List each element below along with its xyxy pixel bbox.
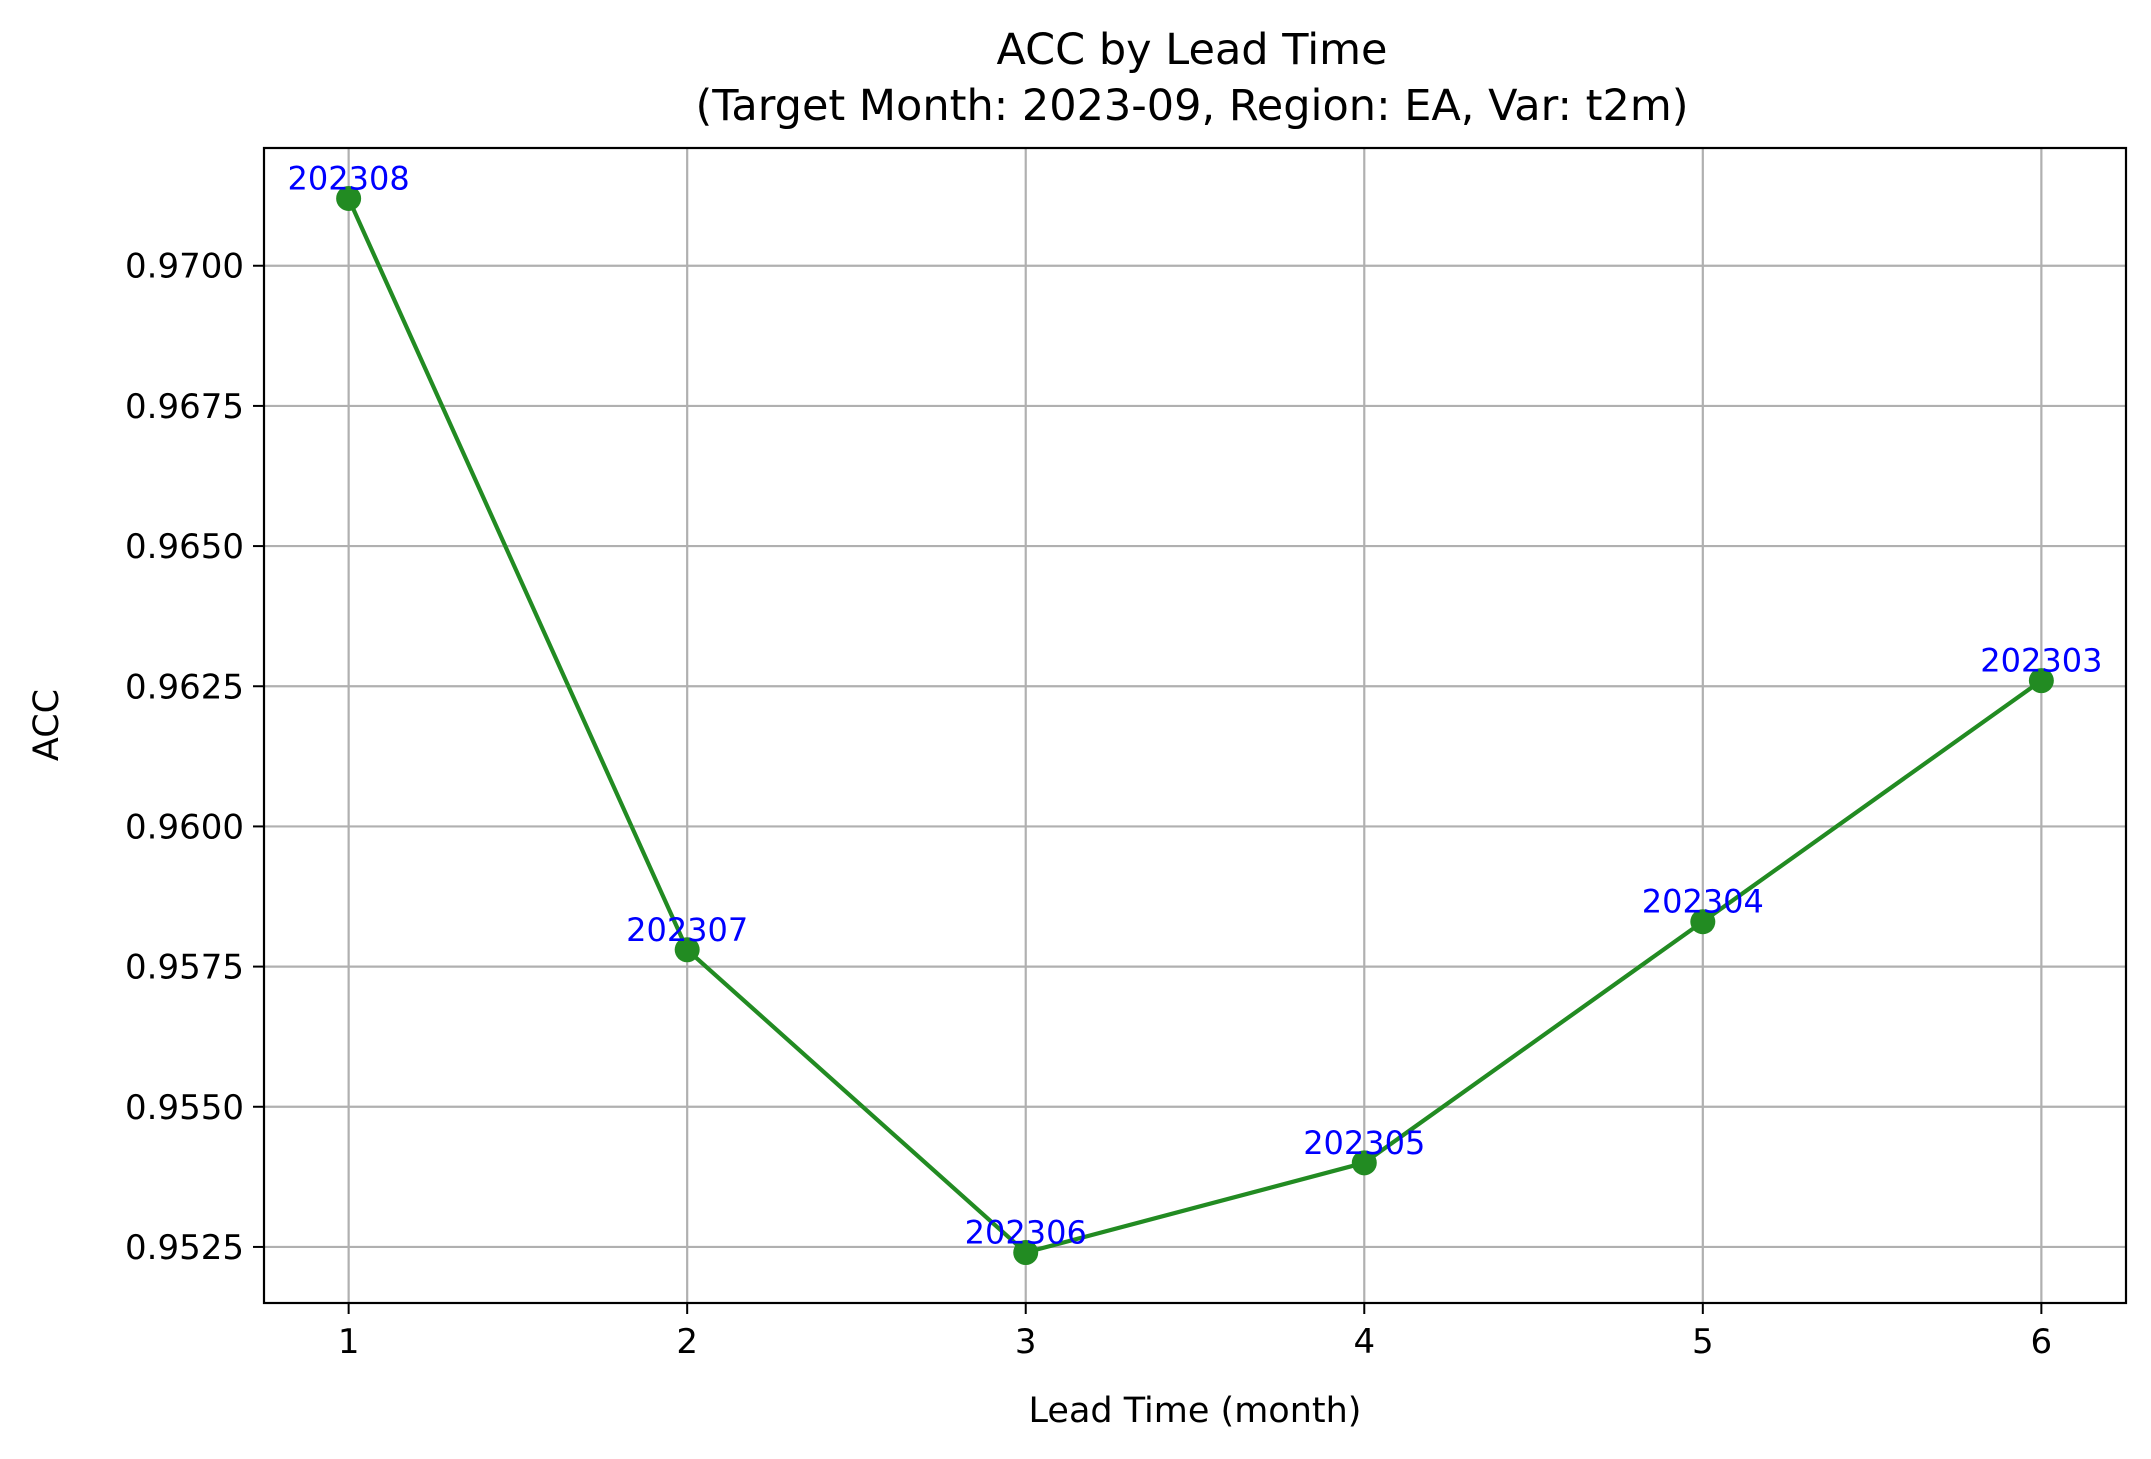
- y-tick-label: 0.9625: [125, 667, 244, 707]
- data-label: 202308: [288, 159, 410, 197]
- series-line: [346, 197, 2043, 1255]
- data-point: [1690, 909, 1716, 935]
- chart-title: ACC by Lead Time: [997, 25, 1388, 75]
- series-layer: [336, 185, 2054, 1266]
- data-point: [1013, 1240, 1039, 1266]
- grid: [264, 148, 2126, 1303]
- data-label: 202306: [965, 1214, 1087, 1252]
- x-tick-label: 6: [2031, 1322, 2053, 1362]
- x-tick-label: 1: [338, 1322, 360, 1362]
- data-point: [1351, 1150, 1377, 1176]
- data-label: 202304: [1642, 883, 1764, 921]
- x-axis-ticks: 1 2 3 4 5 6: [338, 1303, 2052, 1362]
- y-tick-label: 0.9675: [125, 387, 244, 427]
- y-tick-label: 0.9550: [125, 1088, 244, 1128]
- x-tick-label: 3: [1015, 1322, 1037, 1362]
- x-tick-label: 4: [1353, 1322, 1375, 1362]
- chart-subtitle: (Target Month: 2023-09, Region: EA, Var:…: [695, 81, 1688, 131]
- data-label: 202305: [1303, 1124, 1425, 1162]
- y-tick-label: 0.9600: [125, 807, 244, 847]
- y-tick-label: 0.9700: [125, 247, 244, 287]
- y-axis-ticks: 0.9525 0.9550 0.9575 0.9600 0.9625 0.9650 0.96…: [125, 247, 264, 1268]
- y-axis-label: ACC: [27, 689, 67, 761]
- x-tick-label: 2: [676, 1322, 698, 1362]
- x-axis-label: Lead Time (month): [1029, 1391, 1362, 1431]
- plot-frame: [262, 146, 2128, 1305]
- data-point: [336, 185, 362, 211]
- data-point: [674, 937, 700, 963]
- point-labels: 202308 202307 202306 202305 202304 202303: [288, 159, 2103, 1251]
- y-tick-label: 0.9575: [125, 948, 244, 988]
- data-label: 202303: [1980, 642, 2102, 680]
- y-tick-label: 0.9525: [125, 1228, 244, 1268]
- x-tick-label: 5: [1692, 1322, 1714, 1362]
- data-label: 202307: [626, 911, 748, 949]
- data-point: [2028, 668, 2054, 694]
- y-tick-label: 0.9650: [125, 527, 244, 567]
